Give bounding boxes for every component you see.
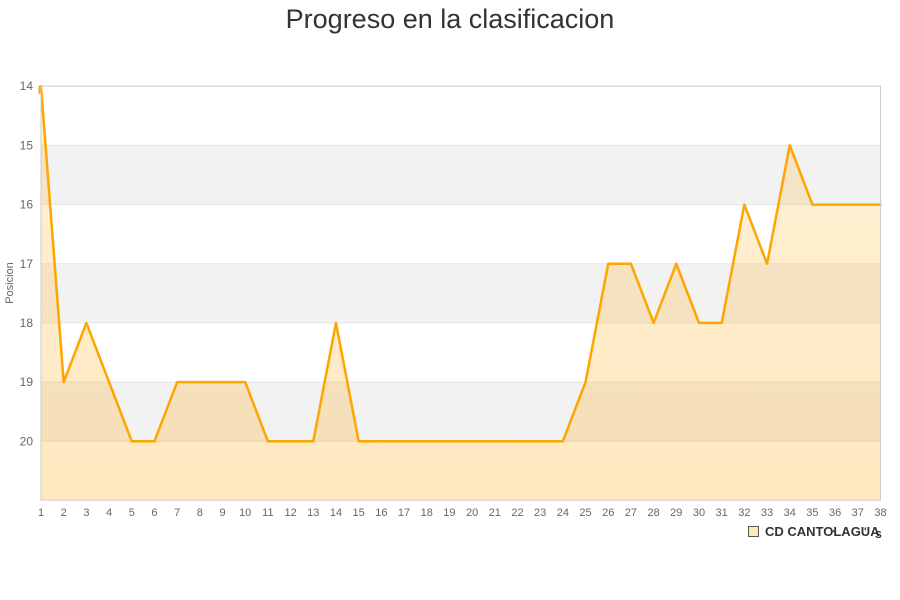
svg-text:17: 17 — [20, 257, 34, 271]
svg-text:16: 16 — [375, 507, 387, 519]
svg-text:29: 29 — [670, 507, 682, 519]
svg-text:23: 23 — [534, 507, 546, 519]
svg-text:14: 14 — [20, 79, 34, 93]
svg-text:15: 15 — [353, 507, 365, 519]
svg-text:7: 7 — [174, 507, 180, 519]
svg-text:18: 18 — [20, 316, 34, 330]
svg-text:9: 9 — [219, 507, 225, 519]
svg-text:32: 32 — [738, 507, 750, 519]
svg-text:2: 2 — [61, 507, 67, 519]
svg-text:17: 17 — [398, 507, 410, 519]
svg-text:26: 26 — [602, 507, 614, 519]
svg-text:20: 20 — [466, 507, 478, 519]
svg-text:8: 8 — [197, 507, 203, 519]
svg-text:13: 13 — [307, 507, 319, 519]
svg-text:6: 6 — [151, 507, 157, 519]
svg-text:31: 31 — [716, 507, 728, 519]
svg-text:25: 25 — [579, 507, 591, 519]
svg-text:34: 34 — [784, 507, 796, 519]
svg-text:20: 20 — [20, 434, 34, 448]
svg-text:27: 27 — [625, 507, 637, 519]
svg-text:1: 1 — [38, 507, 44, 519]
svg-text:3: 3 — [83, 507, 89, 519]
svg-text:21: 21 — [489, 507, 501, 519]
svg-text:18: 18 — [421, 507, 433, 519]
svg-text:37: 37 — [852, 507, 864, 519]
svg-text:19: 19 — [20, 375, 34, 389]
svg-text:15: 15 — [20, 138, 34, 152]
svg-text:16: 16 — [20, 198, 34, 212]
svg-text:5: 5 — [129, 507, 135, 519]
svg-text:11: 11 — [262, 507, 273, 519]
svg-text:38: 38 — [874, 507, 886, 519]
svg-text:30: 30 — [693, 507, 705, 519]
svg-text:19: 19 — [443, 507, 455, 519]
svg-text:35: 35 — [806, 507, 818, 519]
svg-text:28: 28 — [647, 507, 659, 519]
svg-text:24: 24 — [557, 507, 569, 519]
svg-text:33: 33 — [761, 507, 773, 519]
svg-text:12: 12 — [284, 507, 296, 519]
svg-text:14: 14 — [330, 507, 342, 519]
svg-text:10: 10 — [239, 507, 251, 519]
svg-text:36: 36 — [829, 507, 841, 519]
svg-text:22: 22 — [511, 507, 523, 519]
svg-text:4: 4 — [106, 507, 112, 519]
